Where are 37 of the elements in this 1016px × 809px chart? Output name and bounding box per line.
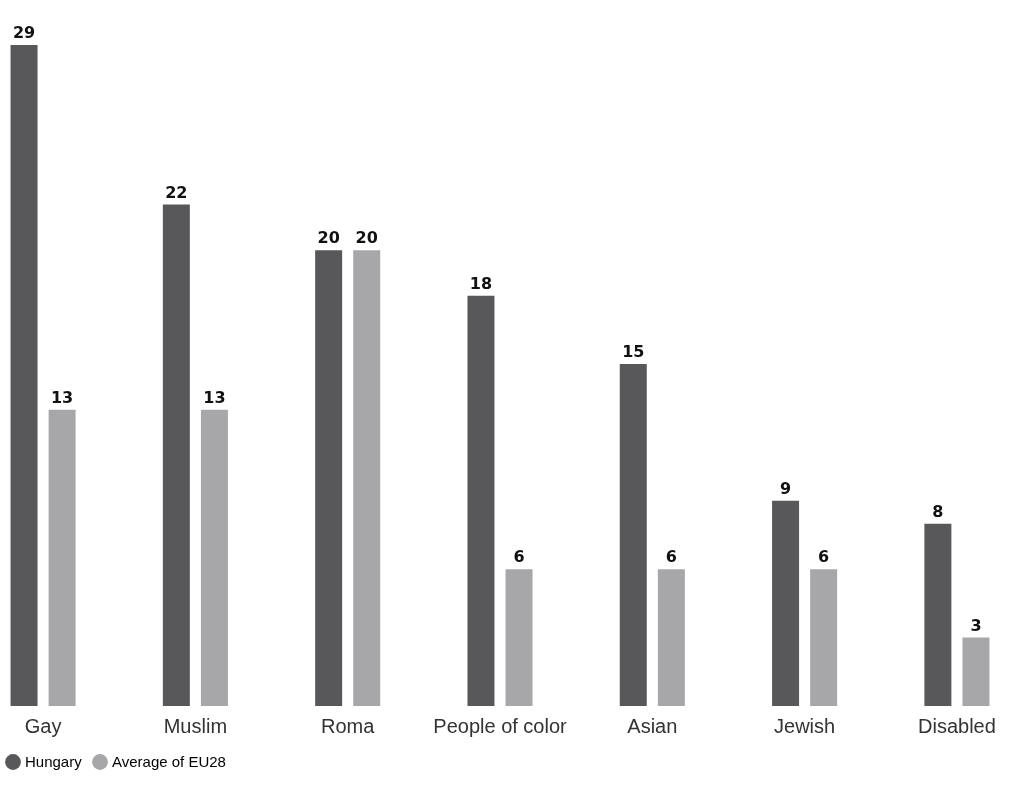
bar (619, 364, 647, 706)
data-label: 8 (932, 501, 944, 521)
bar (810, 569, 838, 706)
bar (962, 637, 990, 706)
x-tick-label: Disabled (918, 714, 996, 737)
data-label: 6 (513, 547, 525, 567)
bar (924, 523, 952, 706)
bar (162, 204, 190, 706)
bar (467, 295, 495, 706)
bar (48, 409, 76, 706)
data-label: 13 (50, 387, 74, 407)
x-tick-label: Asian (627, 714, 678, 737)
x-tick-label: Jewish (774, 714, 836, 737)
data-label: 3 (970, 615, 982, 635)
data-label: 18 (469, 273, 493, 293)
data-label: 6 (818, 547, 830, 567)
data-label: 13 (203, 387, 226, 407)
bar (505, 569, 533, 706)
bar (315, 250, 343, 706)
bar (10, 45, 38, 706)
bar (772, 500, 800, 706)
x-tick-label: People of color (433, 714, 568, 737)
data-label: 9 (780, 478, 792, 498)
x-tick-label: Muslim (163, 714, 228, 737)
bar (657, 569, 685, 706)
data-label: 29 (12, 23, 36, 42)
x-tick-label: Gay (24, 714, 62, 737)
bar (200, 409, 228, 706)
data-label: 20 (317, 228, 340, 248)
data-label: 6 (665, 547, 677, 567)
data-label: 22 (165, 182, 188, 202)
bar (353, 250, 381, 706)
legend-label: Hungary (25, 753, 83, 770)
x-tick-label: Roma (321, 714, 376, 737)
data-label: 15 (622, 342, 645, 362)
legend-label: Average of EU28 (112, 753, 226, 770)
data-label: 20 (355, 228, 378, 248)
